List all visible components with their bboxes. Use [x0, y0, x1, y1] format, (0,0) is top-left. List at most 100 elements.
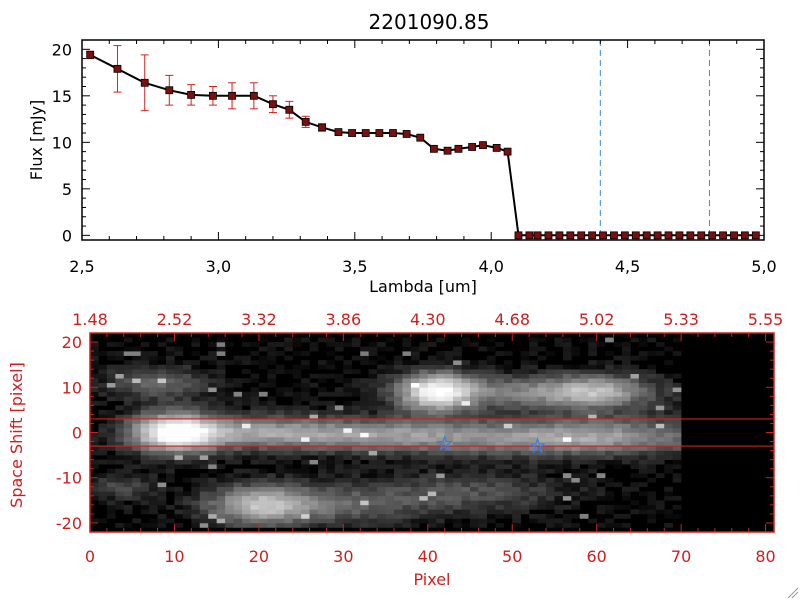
image-pixel: [444, 455, 454, 460]
image-pixel: [368, 418, 378, 424]
image-pixel: [106, 455, 116, 460]
image-pixel: [647, 378, 657, 384]
image-pixel: [377, 369, 386, 375]
image-pixel: [562, 441, 572, 447]
image-pixel: [216, 486, 226, 492]
image-pixel: [385, 396, 395, 402]
image-pixel: [461, 364, 471, 370]
image-pixel: [410, 405, 420, 411]
image-pixel: [216, 427, 226, 433]
image-pixel: [427, 382, 437, 388]
image-pixel: [174, 387, 184, 393]
image-pixel: [613, 504, 623, 510]
image-pixel: [233, 518, 243, 524]
image-pixel: [233, 427, 243, 433]
image-pixel: [605, 409, 614, 415]
image-pixel: [579, 450, 589, 456]
image-pixel: [394, 360, 403, 365]
image-pixel: [444, 400, 454, 406]
image-pixel: [529, 391, 538, 397]
image-pixel: [106, 351, 116, 356]
image-pixel: [309, 459, 319, 465]
image-pixel: [166, 468, 175, 474]
image-pixel: [149, 378, 158, 384]
image-pixel: [98, 518, 108, 524]
image-pixel: [546, 522, 555, 528]
image-pixel: [275, 391, 285, 397]
image-pixel: [444, 504, 454, 510]
image-pixel: [334, 518, 344, 524]
image-pixel: [546, 423, 555, 429]
image-pixel: [630, 459, 640, 465]
image-pixel: [309, 500, 319, 506]
image-pixel: [461, 373, 471, 379]
image-pixel: [512, 373, 521, 379]
image-pixel: [655, 459, 665, 465]
image-pixel: [622, 405, 631, 411]
image-pixel: [419, 378, 429, 384]
image-pixel: [199, 369, 209, 375]
image-pixel: [588, 468, 597, 474]
image-pixel: [157, 396, 167, 402]
image-pixel: [242, 369, 251, 375]
image-pixel: [571, 482, 581, 488]
image-pixel: [301, 450, 310, 456]
image-pixel: [444, 391, 454, 397]
image-pixel: [275, 423, 285, 429]
image-pixel: [444, 351, 454, 356]
image-pixel: [402, 342, 412, 347]
data-point: [697, 231, 706, 240]
image-pixel: [351, 518, 361, 524]
image-pixel: [199, 509, 209, 515]
image-pixel: [275, 500, 285, 506]
image-pixel: [647, 427, 657, 433]
image-pixel: [436, 400, 445, 406]
image-pixel: [394, 378, 403, 384]
image-pixel: [427, 414, 437, 420]
resize-grip-icon[interactable]: [787, 587, 799, 599]
image-pixel: [495, 509, 505, 515]
image-pixel: [486, 486, 496, 492]
image-pixel: [377, 373, 386, 379]
image-pixel: [655, 441, 665, 447]
image-pixel: [503, 432, 513, 438]
image-pixel: [208, 495, 217, 501]
image-pixel: [436, 382, 445, 388]
image-pixel: [123, 414, 133, 420]
image-pixel: [334, 459, 344, 465]
image-pixel: [444, 414, 454, 420]
image-pixel: [292, 364, 302, 370]
image-pixel: [537, 423, 547, 429]
image-pixel: [123, 468, 133, 474]
image-pixel: [579, 405, 589, 411]
image-pixel: [149, 396, 158, 402]
image-pixel: [123, 382, 133, 388]
image-pixel: [571, 414, 581, 420]
image-pixel: [334, 477, 344, 483]
image-pixel: [343, 423, 353, 429]
image-pixel: [655, 432, 665, 438]
image-pixel: [655, 396, 665, 402]
image-pixel: [512, 391, 521, 397]
image-pixel: [664, 405, 673, 411]
image-pixel: [427, 409, 437, 415]
image-pixel: [123, 346, 133, 352]
image-pixel: [106, 382, 116, 388]
image-pixel: [470, 432, 479, 438]
image-pixel: [334, 446, 344, 451]
image-pixel: [503, 459, 513, 465]
image-pixel: [157, 482, 167, 488]
image-pixel: [647, 369, 657, 375]
image-pixel: [225, 513, 234, 519]
image-pixel: [106, 486, 116, 492]
image-pixel: [554, 378, 564, 384]
image-pixel: [284, 432, 293, 438]
image-pixel: [638, 432, 648, 438]
image-pixel: [309, 432, 319, 438]
image-pixel: [216, 513, 226, 519]
image-pixel: [360, 423, 369, 429]
image-pixel: [334, 441, 344, 447]
image-pixel: [647, 423, 657, 429]
image-pixel: [503, 455, 513, 460]
image-pixel: [410, 495, 420, 501]
